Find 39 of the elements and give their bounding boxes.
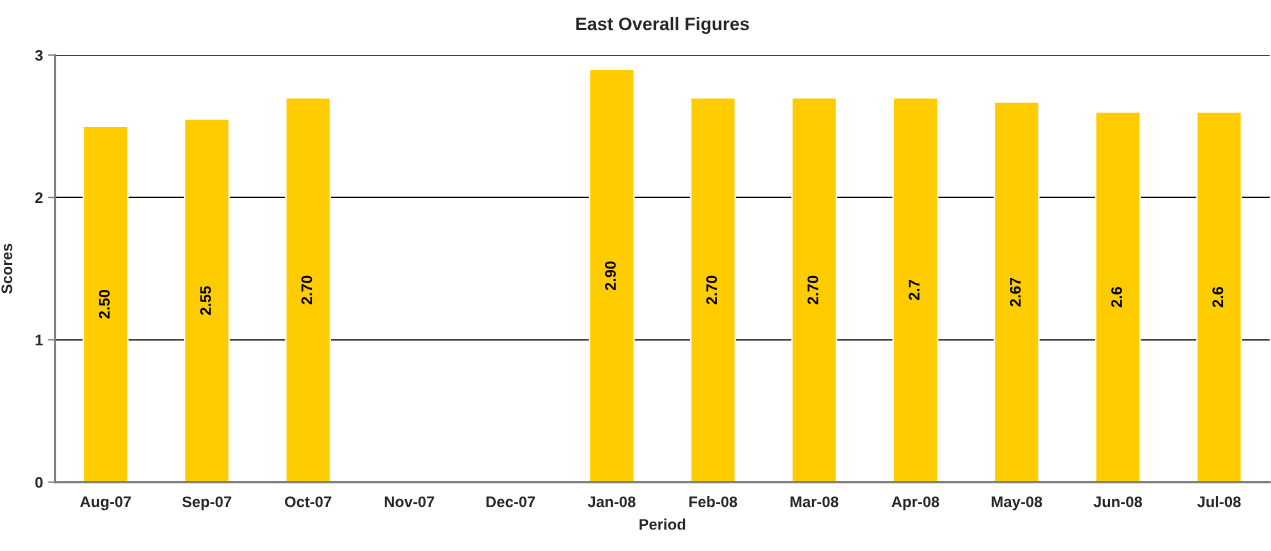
data-label: 2.70: [301, 275, 313, 305]
bar: [791, 97, 838, 483]
x-tick-label: Jul-08: [1197, 496, 1241, 508]
bar: [892, 97, 939, 483]
data-label: 2.55: [200, 286, 211, 315]
data-label: 2.7: [908, 280, 920, 301]
y-tick-label: 3: [35, 49, 43, 61]
x-tick-label: Nov-07: [384, 496, 435, 508]
y-axis-title: Scores: [1, 243, 13, 294]
x-tick-label: Jan-08: [587, 496, 636, 508]
data-label: 2.6: [1212, 287, 1224, 308]
bar: [82, 125, 129, 483]
bar: [993, 101, 1040, 483]
y-tick-label: 0: [35, 476, 43, 488]
data-label: 2.70: [706, 275, 718, 305]
data-label: 2.67: [1009, 277, 1021, 307]
x-tick-label: Dec-07: [486, 496, 535, 508]
chart-title: East Overall Figures: [576, 17, 749, 34]
x-tick-label: Aug-07: [80, 496, 131, 511]
x-tick-label: Jun-08: [1093, 496, 1143, 508]
x-tick-label: Mar-08: [790, 496, 839, 508]
x-tick-label: Feb-08: [689, 496, 738, 508]
bar: [1196, 111, 1243, 483]
x-tick-label: Oct-07: [284, 496, 332, 508]
y-tick-label: 1: [35, 334, 43, 346]
x-axis-title: Period: [639, 518, 686, 530]
data-label: 2.90: [605, 261, 616, 291]
bar: [183, 118, 230, 483]
y-tick-label: 2: [35, 192, 43, 203]
data-label: 2.70: [807, 275, 819, 305]
bar: [588, 68, 635, 483]
bar: [1094, 111, 1141, 483]
bar: [690, 97, 736, 483]
data-label: 2.50: [98, 289, 110, 319]
x-tick-label: May-08: [991, 496, 1043, 511]
bar: [285, 97, 332, 483]
x-tick-label: Sep-07: [182, 496, 232, 511]
data-label: 2.6: [1111, 287, 1122, 308]
x-tick-label: Apr-08: [891, 496, 940, 511]
